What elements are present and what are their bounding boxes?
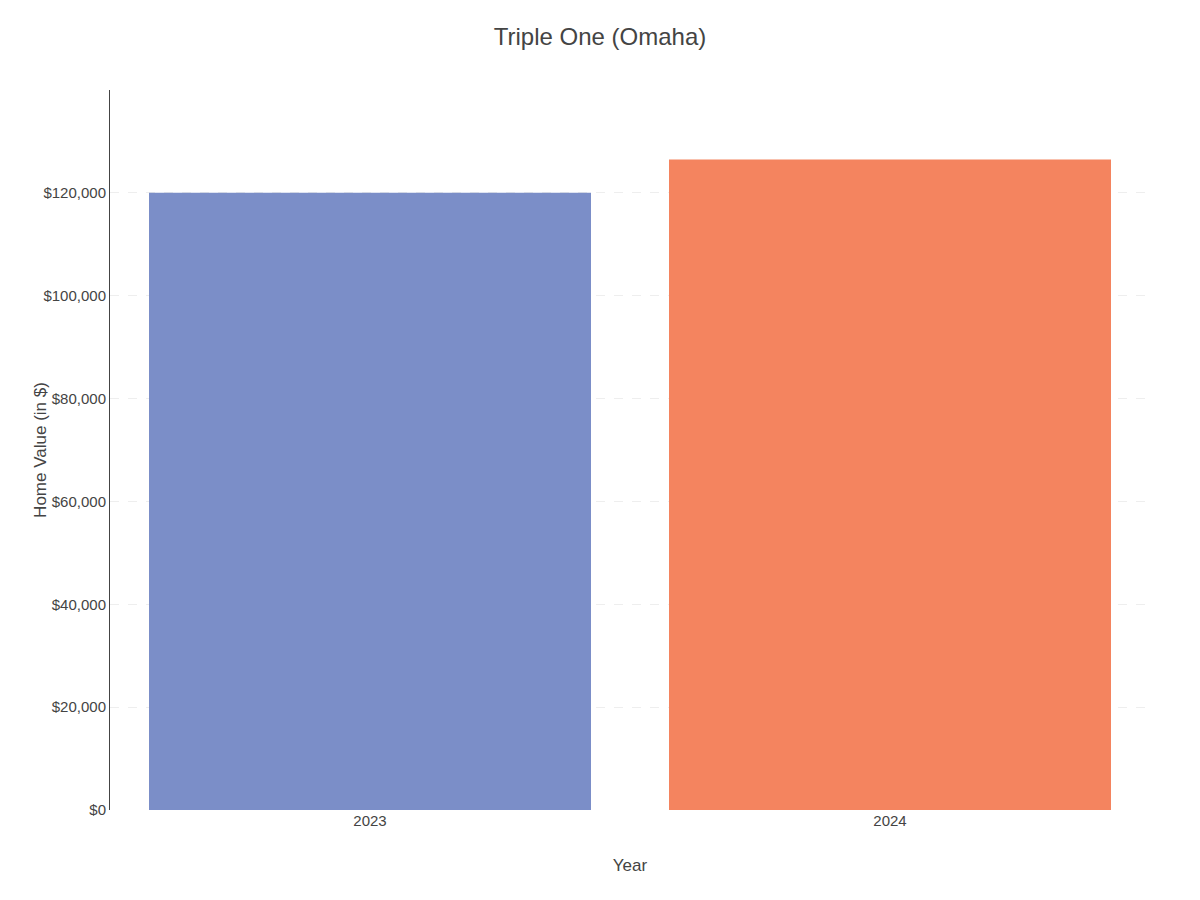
svg-text:Home Value (in $): Home Value (in $) xyxy=(31,382,50,518)
svg-text:2023: 2023 xyxy=(353,812,386,829)
svg-text:$20,000: $20,000 xyxy=(52,698,106,715)
svg-text:$0: $0 xyxy=(89,801,106,818)
svg-text:$60,000: $60,000 xyxy=(52,493,106,510)
svg-text:$40,000: $40,000 xyxy=(52,596,106,613)
svg-text:Year: Year xyxy=(613,856,648,875)
svg-text:$120,000: $120,000 xyxy=(43,184,106,201)
svg-text:$80,000: $80,000 xyxy=(52,390,106,407)
svg-text:2024: 2024 xyxy=(873,812,906,829)
svg-text:Triple One (Omaha): Triple One (Omaha) xyxy=(494,23,707,50)
svg-text:$100,000: $100,000 xyxy=(43,287,106,304)
